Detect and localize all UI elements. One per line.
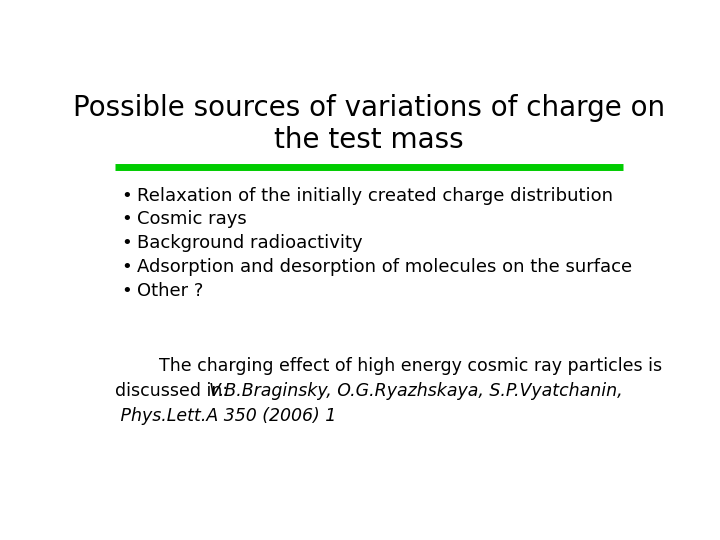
Text: V.B.Braginsky, O.G.Ryazhskaya, S.P.Vyatchanin,: V.B.Braginsky, O.G.Ryazhskaya, S.P.Vyatc… — [209, 382, 623, 400]
Text: Phys.Lett.A 350 (2006) 1: Phys.Lett.A 350 (2006) 1 — [115, 407, 336, 425]
Text: Other ?: Other ? — [138, 281, 204, 300]
Text: Possible sources of variations of charge on: Possible sources of variations of charge… — [73, 94, 665, 123]
Text: discussed in:: discussed in: — [115, 382, 234, 400]
Text: the test mass: the test mass — [274, 126, 464, 154]
Text: Background radioactivity: Background radioactivity — [138, 234, 363, 252]
Text: Adsorption and desorption of molecules on the surface: Adsorption and desorption of molecules o… — [138, 258, 633, 276]
Text: •: • — [121, 234, 132, 252]
Text: •: • — [121, 187, 132, 205]
Text: •: • — [121, 281, 132, 300]
Text: The charging effect of high energy cosmic ray particles is: The charging effect of high energy cosmi… — [115, 357, 662, 375]
Text: •: • — [121, 211, 132, 228]
Text: Relaxation of the initially created charge distribution: Relaxation of the initially created char… — [138, 187, 613, 205]
Text: •: • — [121, 258, 132, 276]
Text: Cosmic rays: Cosmic rays — [138, 211, 247, 228]
